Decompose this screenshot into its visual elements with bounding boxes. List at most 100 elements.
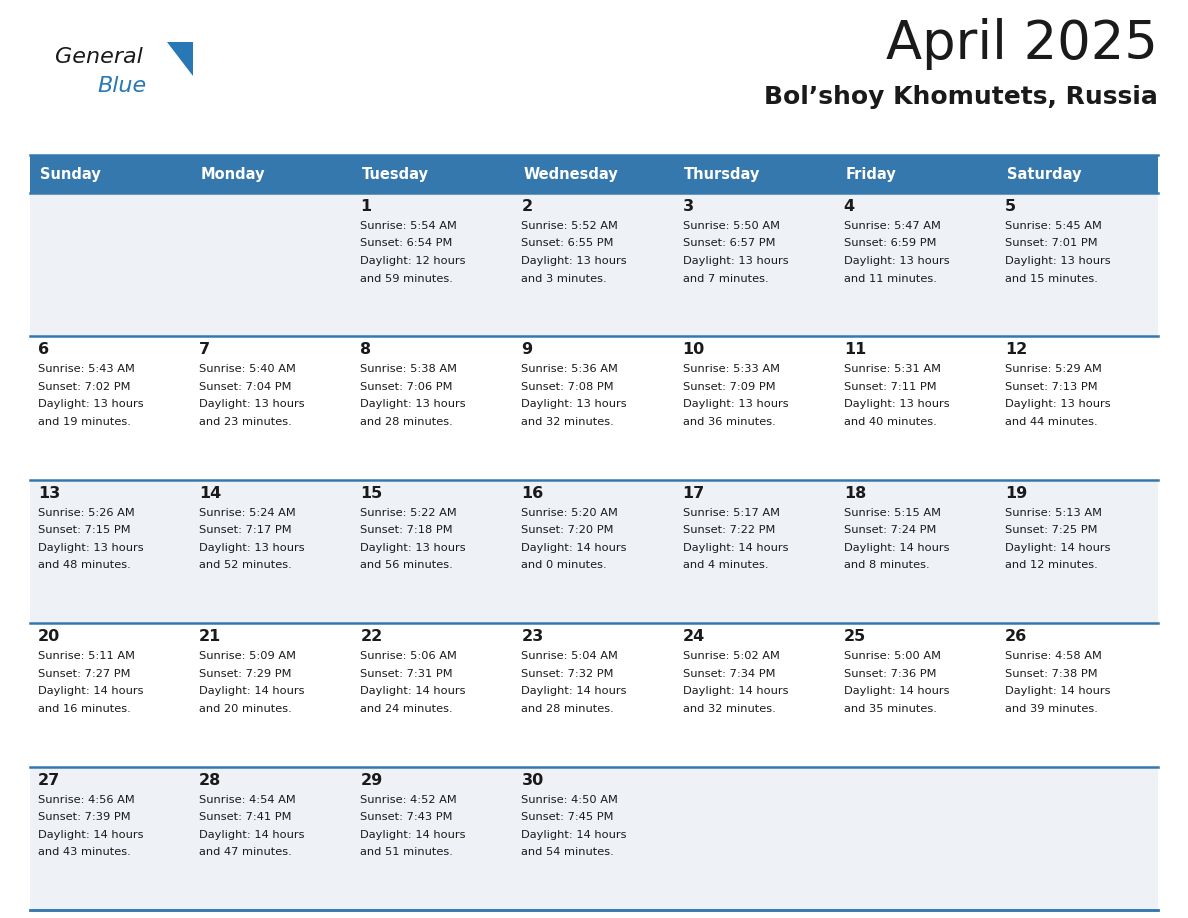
Text: Daylight: 14 hours: Daylight: 14 hours [1005, 686, 1111, 696]
Text: Daylight: 13 hours: Daylight: 13 hours [522, 399, 627, 409]
Text: Sunset: 7:01 PM: Sunset: 7:01 PM [1005, 239, 1098, 249]
Text: 20: 20 [38, 629, 61, 644]
Text: Sunrise: 5:47 AM: Sunrise: 5:47 AM [843, 221, 941, 231]
Text: Daylight: 14 hours: Daylight: 14 hours [38, 686, 144, 696]
Text: Sunrise: 5:43 AM: Sunrise: 5:43 AM [38, 364, 135, 375]
Bar [30, 623, 191, 767]
Text: Sunset: 7:20 PM: Sunset: 7:20 PM [522, 525, 614, 535]
Bar [353, 336, 513, 480]
Text: April 2025: April 2025 [886, 18, 1158, 70]
Bar [353, 623, 513, 767]
Text: Sunrise: 5:36 AM: Sunrise: 5:36 AM [522, 364, 619, 375]
Text: Sunset: 7:34 PM: Sunset: 7:34 PM [683, 668, 775, 678]
Bar [675, 155, 835, 193]
Bar [513, 155, 675, 193]
Text: Sunset: 7:43 PM: Sunset: 7:43 PM [360, 812, 453, 823]
Text: Sunrise: 4:58 AM: Sunrise: 4:58 AM [1005, 651, 1101, 661]
Text: Daylight: 14 hours: Daylight: 14 hours [683, 686, 788, 696]
Text: Sunrise: 5:20 AM: Sunrise: 5:20 AM [522, 508, 619, 518]
Bar [30, 155, 191, 193]
Text: 28: 28 [200, 773, 221, 788]
Text: Daylight: 14 hours: Daylight: 14 hours [522, 830, 627, 840]
Text: Daylight: 13 hours: Daylight: 13 hours [360, 399, 466, 409]
Text: Sunrise: 5:04 AM: Sunrise: 5:04 AM [522, 651, 619, 661]
Text: Daylight: 13 hours: Daylight: 13 hours [522, 256, 627, 266]
Text: and 43 minutes.: and 43 minutes. [38, 847, 131, 857]
Text: Sunrise: 5:13 AM: Sunrise: 5:13 AM [1005, 508, 1102, 518]
Text: Sunset: 7:02 PM: Sunset: 7:02 PM [38, 382, 131, 392]
Bar [835, 623, 997, 767]
Text: 2: 2 [522, 199, 532, 214]
Text: 9: 9 [522, 342, 532, 357]
Text: Sunrise: 5:17 AM: Sunrise: 5:17 AM [683, 508, 779, 518]
Text: Sunrise: 5:11 AM: Sunrise: 5:11 AM [38, 651, 135, 661]
Text: and 11 minutes.: and 11 minutes. [843, 274, 936, 284]
Text: Daylight: 13 hours: Daylight: 13 hours [683, 399, 789, 409]
Text: Sunrise: 5:00 AM: Sunrise: 5:00 AM [843, 651, 941, 661]
Text: Sunset: 7:25 PM: Sunset: 7:25 PM [1005, 525, 1098, 535]
Bar [675, 336, 835, 480]
Bar [30, 193, 191, 336]
Text: Daylight: 13 hours: Daylight: 13 hours [683, 256, 789, 266]
Text: and 56 minutes.: and 56 minutes. [360, 560, 453, 570]
Bar [835, 767, 997, 910]
Text: Sunset: 7:17 PM: Sunset: 7:17 PM [200, 525, 292, 535]
Text: Sunset: 6:59 PM: Sunset: 6:59 PM [843, 239, 936, 249]
Text: Daylight: 13 hours: Daylight: 13 hours [200, 543, 305, 553]
Bar [30, 480, 191, 623]
Text: and 12 minutes.: and 12 minutes. [1005, 560, 1098, 570]
Bar [997, 193, 1158, 336]
Text: Sunset: 7:11 PM: Sunset: 7:11 PM [843, 382, 936, 392]
Text: Sunset: 7:06 PM: Sunset: 7:06 PM [360, 382, 453, 392]
Text: Daylight: 13 hours: Daylight: 13 hours [360, 543, 466, 553]
Text: 25: 25 [843, 629, 866, 644]
Text: Sunset: 7:36 PM: Sunset: 7:36 PM [843, 668, 936, 678]
Text: and 44 minutes.: and 44 minutes. [1005, 417, 1098, 427]
Text: and 19 minutes.: and 19 minutes. [38, 417, 131, 427]
Bar [191, 623, 353, 767]
Bar [675, 480, 835, 623]
Text: and 36 minutes.: and 36 minutes. [683, 417, 776, 427]
Text: 4: 4 [843, 199, 855, 214]
Bar [513, 623, 675, 767]
Text: and 28 minutes.: and 28 minutes. [360, 417, 453, 427]
Bar [191, 155, 353, 193]
Text: Daylight: 12 hours: Daylight: 12 hours [360, 256, 466, 266]
Text: Daylight: 13 hours: Daylight: 13 hours [200, 399, 305, 409]
Text: Daylight: 14 hours: Daylight: 14 hours [522, 543, 627, 553]
Text: and 52 minutes.: and 52 minutes. [200, 560, 292, 570]
Text: 13: 13 [38, 486, 61, 501]
Text: Sunset: 6:55 PM: Sunset: 6:55 PM [522, 239, 614, 249]
Text: 19: 19 [1005, 486, 1028, 501]
Text: Daylight: 14 hours: Daylight: 14 hours [843, 686, 949, 696]
Bar [513, 767, 675, 910]
Text: Daylight: 14 hours: Daylight: 14 hours [1005, 543, 1111, 553]
Text: 16: 16 [522, 486, 544, 501]
Text: Sunset: 7:39 PM: Sunset: 7:39 PM [38, 812, 131, 823]
Text: Sunrise: 5:02 AM: Sunrise: 5:02 AM [683, 651, 779, 661]
Text: Daylight: 14 hours: Daylight: 14 hours [522, 686, 627, 696]
Text: and 51 minutes.: and 51 minutes. [360, 847, 453, 857]
Text: Sunset: 6:57 PM: Sunset: 6:57 PM [683, 239, 775, 249]
Text: and 24 minutes.: and 24 minutes. [360, 704, 453, 713]
Text: Daylight: 14 hours: Daylight: 14 hours [360, 686, 466, 696]
Text: and 40 minutes.: and 40 minutes. [843, 417, 936, 427]
Text: Sunrise: 5:09 AM: Sunrise: 5:09 AM [200, 651, 296, 661]
Text: 22: 22 [360, 629, 383, 644]
Text: Daylight: 13 hours: Daylight: 13 hours [38, 543, 144, 553]
Bar [191, 480, 353, 623]
Text: Monday: Monday [201, 166, 265, 182]
Text: Sunrise: 5:40 AM: Sunrise: 5:40 AM [200, 364, 296, 375]
Text: Sunrise: 5:31 AM: Sunrise: 5:31 AM [843, 364, 941, 375]
Bar [353, 767, 513, 910]
Bar [835, 155, 997, 193]
Text: and 0 minutes.: and 0 minutes. [522, 560, 607, 570]
Bar [835, 193, 997, 336]
Text: General: General [55, 47, 143, 67]
Text: Daylight: 13 hours: Daylight: 13 hours [1005, 399, 1111, 409]
Text: Sunset: 7:15 PM: Sunset: 7:15 PM [38, 525, 131, 535]
Bar [353, 193, 513, 336]
Text: 21: 21 [200, 629, 221, 644]
Bar [675, 767, 835, 910]
Text: Bol’shoy Khomutets, Russia: Bol’shoy Khomutets, Russia [764, 85, 1158, 109]
